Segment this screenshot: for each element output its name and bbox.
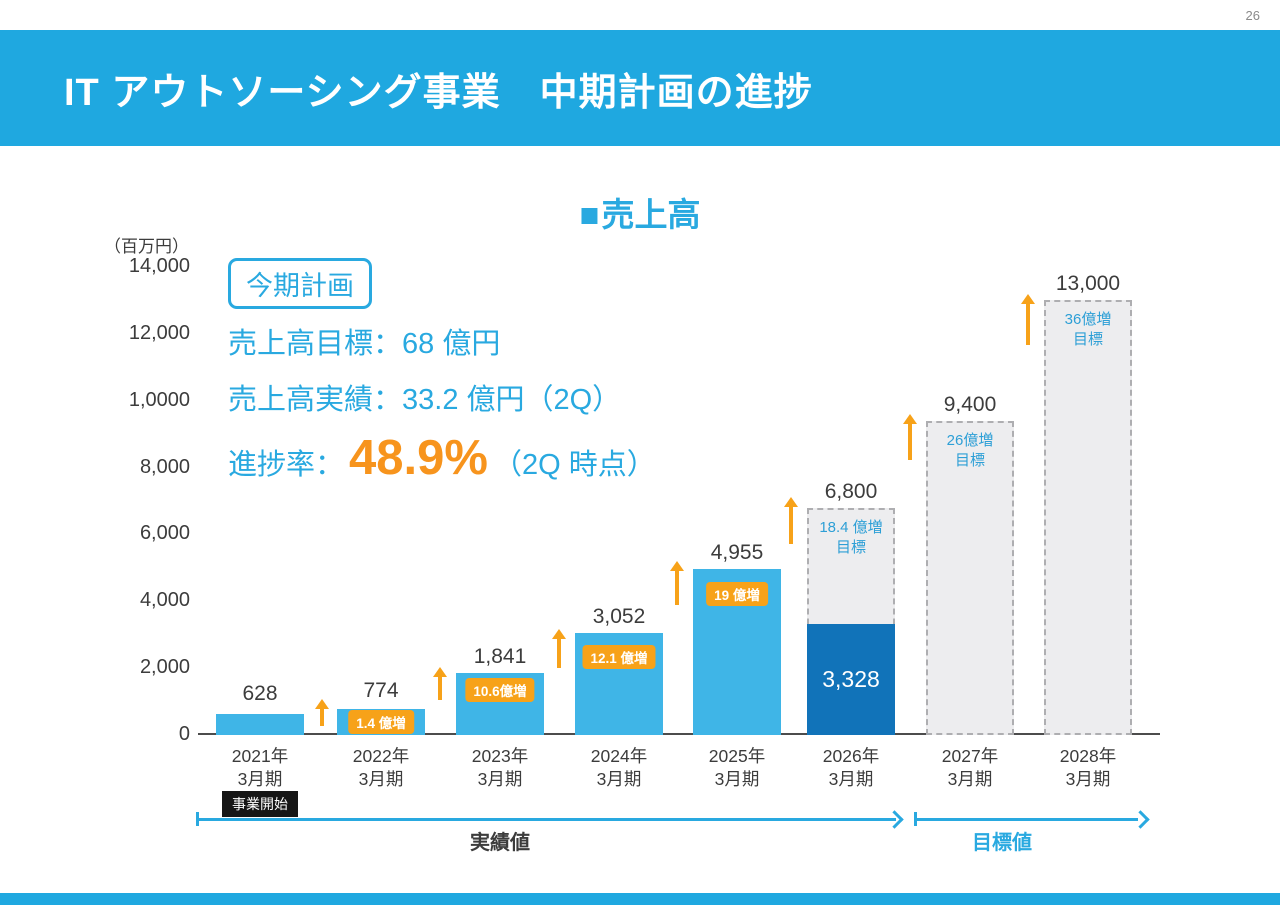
y-axis-tick: 1,0000	[128, 389, 190, 411]
x-axis-label-2027: 2027年 3月期	[941, 746, 999, 789]
increase-badge-2025: 19 億増	[706, 582, 768, 606]
increase-arrow-2024	[551, 629, 566, 668]
sales-actual-line: 売上高実績：33.2 億円（2Q）	[228, 384, 622, 416]
actual-span-label: 実績値	[470, 832, 530, 854]
slide-header: IT アウトソーシング事業 中期計画の進捗	[0, 30, 1280, 146]
target-box-2027: 26億増 目標	[926, 421, 1014, 735]
actual-span-line	[196, 818, 896, 821]
bar-value-label: 4,955	[710, 541, 764, 564]
legend-square-icon: ■	[579, 196, 600, 233]
increase-arrow-2025	[669, 561, 684, 605]
y-axis-tick: 2,000	[139, 656, 190, 678]
target-note-2027: 26億増 目標	[946, 432, 994, 470]
target-note-2026: 18.4 億増 目標	[819, 519, 883, 557]
x-axis-label-2022: 2022年 3月期	[352, 746, 410, 789]
y-axis-tick: 8,000	[139, 456, 190, 478]
page-number: 26	[1245, 8, 1260, 23]
x-axis-label-2026: 2026年 3月期	[822, 746, 880, 789]
x-axis-label-2021: 2021年 3月期	[231, 746, 289, 789]
bar-value-label: 6,800	[824, 480, 878, 503]
y-axis-tick: 0	[178, 723, 190, 745]
y-axis-unit-label: （百万円）	[104, 237, 189, 256]
page-title: IT アウトソーシング事業 中期計画の進捗	[64, 71, 813, 114]
target-box-2028: 36億増 目標	[1044, 300, 1132, 735]
bar-value-label: 9,400	[943, 393, 997, 416]
y-axis-tick: 12,000	[128, 322, 190, 344]
business-start-badge: 事業開始	[222, 791, 298, 817]
target-span-label: 目標値	[972, 832, 1032, 854]
increase-arrow-2022	[314, 699, 329, 726]
progress-prefix: 進捗率：	[228, 449, 345, 481]
target-note-2028: 36億増 目標	[1064, 311, 1112, 349]
chart-legend: ■売上高	[0, 188, 1280, 236]
progress-rate-value: 48.9%	[349, 431, 488, 485]
actual-span-arrow-icon	[885, 810, 904, 829]
legend-label: 売上高	[601, 196, 701, 233]
x-axis-label-2024: 2024年 3月期	[590, 746, 648, 789]
y-axis-tick: 4,000	[139, 589, 190, 611]
increase-arrow-2028	[1020, 294, 1035, 345]
progress-suffix: （2Q 時点）	[492, 449, 656, 481]
footer-bar	[0, 893, 1280, 905]
bar-2026-actual: 3,328	[807, 624, 895, 735]
increase-badge-2023: 10.6億増	[465, 678, 535, 702]
bar-value-label: 3,052	[592, 605, 646, 628]
increase-badge-2024: 12.1 億増	[582, 645, 656, 669]
x-axis-label-2023: 2023年 3月期	[471, 746, 529, 789]
y-axis-tick: 6,000	[139, 522, 190, 544]
bar-value-label: 628	[242, 682, 278, 705]
increase-arrow-2026	[783, 497, 798, 544]
target-span-line	[914, 818, 1138, 821]
bar-2026-actual-label: 3,328	[822, 666, 880, 692]
bar-2021	[216, 714, 304, 735]
sales-target-line: 売上高目標：68 億円	[228, 328, 501, 360]
bar-value-label: 13,000	[1055, 272, 1121, 295]
x-axis-line	[198, 733, 1160, 735]
increase-arrow-2027	[902, 414, 917, 460]
current-plan-badge: 今期計画	[228, 258, 372, 309]
progress-line: 進捗率： 48.9% （2Q 時点）	[228, 430, 656, 486]
y-axis-tick: 14,000	[128, 255, 190, 277]
bar-value-label: 774	[363, 679, 399, 702]
bar-value-label: 1,841	[473, 645, 527, 668]
x-axis-label-2025: 2025年 3月期	[708, 746, 766, 789]
x-axis-label-2028: 2028年 3月期	[1059, 746, 1117, 789]
increase-badge-2022: 1.4 億増	[348, 710, 414, 734]
target-span-arrow-icon	[1131, 810, 1150, 829]
increase-arrow-2023	[432, 667, 447, 700]
